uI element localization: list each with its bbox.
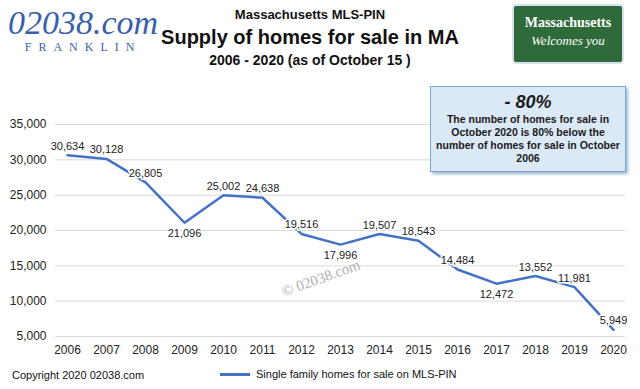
svg-text:19,507: 19,507 (363, 219, 397, 231)
svg-text:2008: 2008 (132, 343, 159, 357)
svg-text:21,096: 21,096 (168, 227, 202, 239)
svg-text:30,128: 30,128 (90, 143, 124, 155)
svg-text:30,000: 30,000 (10, 153, 47, 167)
svg-text:19,516: 19,516 (285, 218, 319, 230)
svg-text:2015: 2015 (405, 343, 432, 357)
svg-text:26,805: 26,805 (129, 167, 163, 179)
svg-text:5,000: 5,000 (16, 329, 46, 343)
svg-text:2016: 2016 (444, 343, 471, 357)
svg-text:2019: 2019 (561, 343, 588, 357)
svg-text:20,000: 20,000 (10, 223, 47, 237)
svg-text:18,543: 18,543 (402, 225, 436, 237)
svg-text:15,000: 15,000 (10, 259, 47, 273)
svg-text:2006: 2006 (54, 343, 81, 357)
svg-text:25,002: 25,002 (207, 180, 241, 192)
svg-text:5,949: 5,949 (600, 314, 628, 326)
svg-text:25,000: 25,000 (10, 188, 47, 202)
svg-text:2009: 2009 (171, 343, 198, 357)
svg-text:35,000: 35,000 (10, 117, 47, 131)
svg-text:30,634: 30,634 (51, 140, 85, 152)
svg-text:10,000: 10,000 (10, 294, 47, 308)
svg-text:2020: 2020 (600, 343, 627, 357)
svg-text:13,552: 13,552 (519, 261, 553, 273)
svg-text:24,638: 24,638 (246, 182, 280, 194)
svg-text:12,472: 12,472 (480, 288, 514, 300)
svg-text:2014: 2014 (366, 343, 393, 357)
svg-text:2012: 2012 (288, 343, 315, 357)
svg-text:2017: 2017 (483, 343, 510, 357)
svg-text:2018: 2018 (522, 343, 549, 357)
svg-text:14,484: 14,484 (441, 254, 475, 266)
svg-text:11,981: 11,981 (558, 272, 591, 284)
svg-text:2011: 2011 (250, 343, 276, 357)
svg-text:2013: 2013 (327, 343, 354, 357)
svg-text:2007: 2007 (93, 343, 120, 357)
svg-text:2010: 2010 (210, 343, 237, 357)
